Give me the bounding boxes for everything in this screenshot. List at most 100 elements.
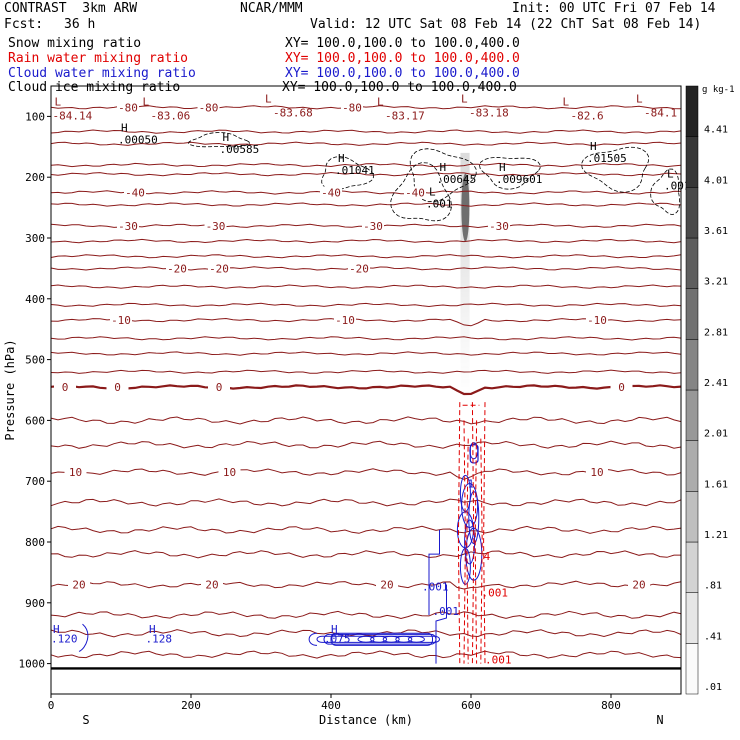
colorbar-segment — [685, 643, 699, 695]
y-tick-label: 400 — [25, 293, 45, 306]
temperature-contour-label: 20 — [632, 579, 645, 592]
temp-label-bg — [218, 466, 241, 479]
temperature-contour — [50, 162, 682, 168]
cloud-water-label: .001 — [422, 581, 449, 594]
colorbar-segment — [685, 592, 699, 644]
temperature-contour — [50, 369, 682, 374]
temperature-contour-label: 0 — [618, 381, 625, 394]
cloud-ice-extreme-value: .01505 — [587, 152, 627, 165]
temperature-contour — [50, 129, 682, 134]
temperature-contour — [50, 202, 682, 207]
temperature-contour-label: -30 — [118, 220, 138, 233]
field-cloud-ice-name: Cloud ice mixing ratio — [8, 80, 181, 95]
cloud-water-contour — [468, 491, 480, 545]
plot-frame — [50, 85, 682, 695]
cloud-ice-extreme-marker: L — [429, 186, 436, 199]
colorbar-label: 1.21 — [704, 530, 728, 541]
temperature-low-value: -82.6 — [571, 109, 604, 122]
cloud-water-contour — [469, 444, 479, 464]
temperature-contour-label: -40 — [125, 186, 145, 199]
temp-label-bg — [404, 186, 426, 199]
temperature-contour-label: -80 — [342, 101, 362, 114]
temp-label-bg — [166, 262, 188, 275]
temperature-contour — [50, 190, 682, 195]
temperature-contour — [50, 351, 682, 356]
y-tick-label: 100 — [25, 110, 45, 123]
field-cloud-water-xy: XY= 100.0,100.0 to 100.0,400.0 — [285, 66, 520, 81]
temperature-contour-label: -80 — [199, 101, 219, 114]
temperature-low-value: -83.17 — [385, 109, 425, 122]
temp-label-bg — [197, 101, 220, 114]
temp-label-bg — [610, 380, 633, 393]
y-tick-label: 900 — [25, 597, 45, 610]
temp-label-bg — [208, 262, 230, 275]
temperature-contour — [50, 416, 682, 425]
cloud-ice-contour — [390, 162, 453, 222]
temp-label-bg — [208, 380, 230, 393]
header-fcst-value: 36 h — [64, 17, 96, 32]
field-rain-xy: XY= 100.0,100.0 to 100.0,400.0 — [285, 51, 520, 66]
temp-label-bg — [362, 219, 384, 232]
rain-water-contour — [474, 420, 478, 664]
field-snow-xy: XY= 100.0,100.0 to 100.0,400.0 — [285, 36, 520, 51]
temp-label-bg — [586, 466, 608, 479]
temp-label-bg — [106, 380, 129, 393]
colorbar-label: .01 — [704, 682, 722, 693]
temperature-contour-label: -30 — [206, 220, 226, 233]
temperature-contour-label: 10 — [223, 466, 236, 479]
y-tick-label: 700 — [25, 475, 45, 488]
temperature-contour-label: 20 — [205, 579, 218, 592]
colorbar-segment — [685, 339, 699, 391]
temperature-contour-label: 0 — [62, 381, 69, 394]
colorbar-label: 2.81 — [704, 327, 728, 338]
temperature-contour-label: -10 — [111, 314, 131, 327]
cloud-ice-contour — [479, 156, 541, 190]
temperature-contour — [50, 317, 682, 327]
x-tick-label: 800 — [601, 699, 621, 712]
temp-label-bg — [110, 314, 132, 327]
temperature-contour — [50, 336, 682, 341]
cloud-water-contour — [469, 442, 479, 460]
temp-label-bg — [117, 219, 139, 232]
cloud-ice-extreme-value: .001 — [664, 179, 691, 192]
header-title: CONTRAST 3km ARW — [4, 1, 138, 16]
temperature-contour — [50, 498, 682, 507]
cloud-ice-extreme-marker: H — [223, 131, 230, 144]
cloud-ice-extreme-value: .00585 — [220, 143, 260, 156]
temperature-contour-label: -10 — [587, 314, 607, 327]
cloud-ice-extreme-marker: H — [590, 140, 597, 153]
colorbar-label: 4.41 — [704, 125, 728, 136]
cloud-water-label: .120 — [51, 632, 78, 645]
cloud-water-high-marker: H — [149, 623, 156, 636]
temperature-low-value: -84.1 — [644, 106, 677, 119]
cloud-ice-extreme-value: .01041 — [335, 164, 375, 177]
cloud-ice-contour — [188, 132, 250, 148]
cloud-ice-extreme-marker: H — [338, 152, 345, 165]
header-institution: NCAR/MMM — [240, 1, 303, 16]
cloud-ice-extreme-value: .00645 — [437, 173, 477, 186]
temperature-contour — [50, 105, 682, 110]
temp-label-bg — [54, 380, 76, 393]
temperature-low-value: -83.68 — [273, 106, 313, 119]
cloud-water-contour — [370, 635, 388, 643]
rain-water-contour — [466, 438, 469, 664]
colorbar-label: 3.61 — [704, 226, 728, 237]
temp-label-bg — [204, 219, 227, 232]
y-tick-label: 600 — [25, 414, 45, 427]
temperature-contour — [50, 171, 682, 177]
temperature-low-value: -83.18 — [469, 106, 509, 119]
temp-label-bg — [376, 578, 398, 591]
temperature-contour-label: 10 — [69, 466, 82, 479]
field-cloud-ice-xy: XY= 100.0,100.0 to 100.0,400.0 — [282, 80, 517, 95]
temperature-contour — [50, 440, 682, 449]
temperature-contour-label: 20 — [72, 579, 85, 592]
temperature-low-value: -83.06 — [151, 109, 191, 122]
cloud-water-contour — [407, 635, 425, 643]
cloud-ice-extreme-value: .00050 — [118, 134, 158, 147]
temperature-contour — [50, 302, 682, 308]
colorbar-unit: g kg-1 — [702, 85, 735, 95]
x-axis-end-left: S — [82, 713, 89, 727]
cloud-water-contour — [78, 623, 89, 652]
temperature-contour — [50, 650, 682, 659]
colorbar-label: 3.21 — [704, 277, 728, 288]
